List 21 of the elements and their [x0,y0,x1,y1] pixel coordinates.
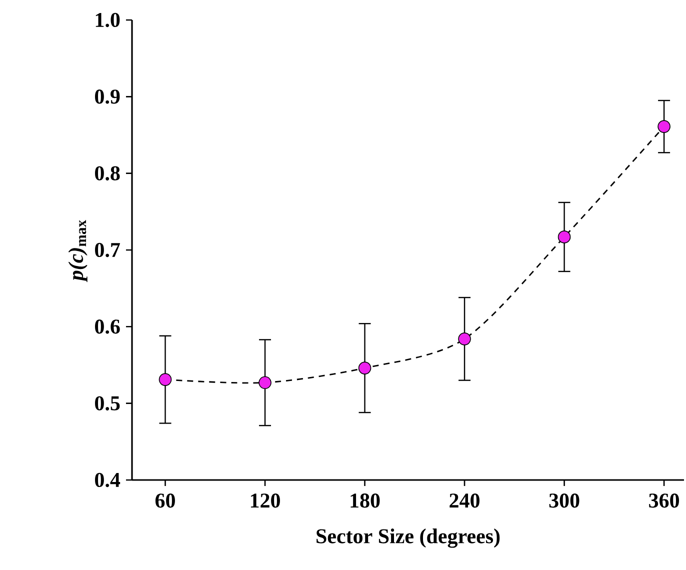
y-tick-label: 0.7 [95,242,120,258]
y-tick-label: 0.5 [95,396,120,410]
y-tick-label: 1.0 [96,12,120,28]
x-tick-label: 120 [250,494,280,508]
point [358,362,372,374]
y-tick-label: 0.8 [95,166,120,180]
x-axis-title: Sector Size (degrees) [316,528,500,548]
y-tick-label: 0.4 [95,472,120,488]
point [158,373,172,386]
point [458,332,471,346]
x-tick-label: 240 [450,494,480,508]
y-tick-label: 0.9 [95,90,120,104]
x-tick-label: 360 [649,494,679,508]
x-tick-label: 180 [350,494,380,508]
y-axis-title: p(c)$_{max}$ [68,220,88,282]
x-tick-label: 60 [155,494,175,508]
point [658,120,670,133]
y-tick-label: 0.6 [95,320,120,334]
point [258,376,272,390]
point [558,230,571,244]
x-tick-label: 300 [549,494,580,508]
